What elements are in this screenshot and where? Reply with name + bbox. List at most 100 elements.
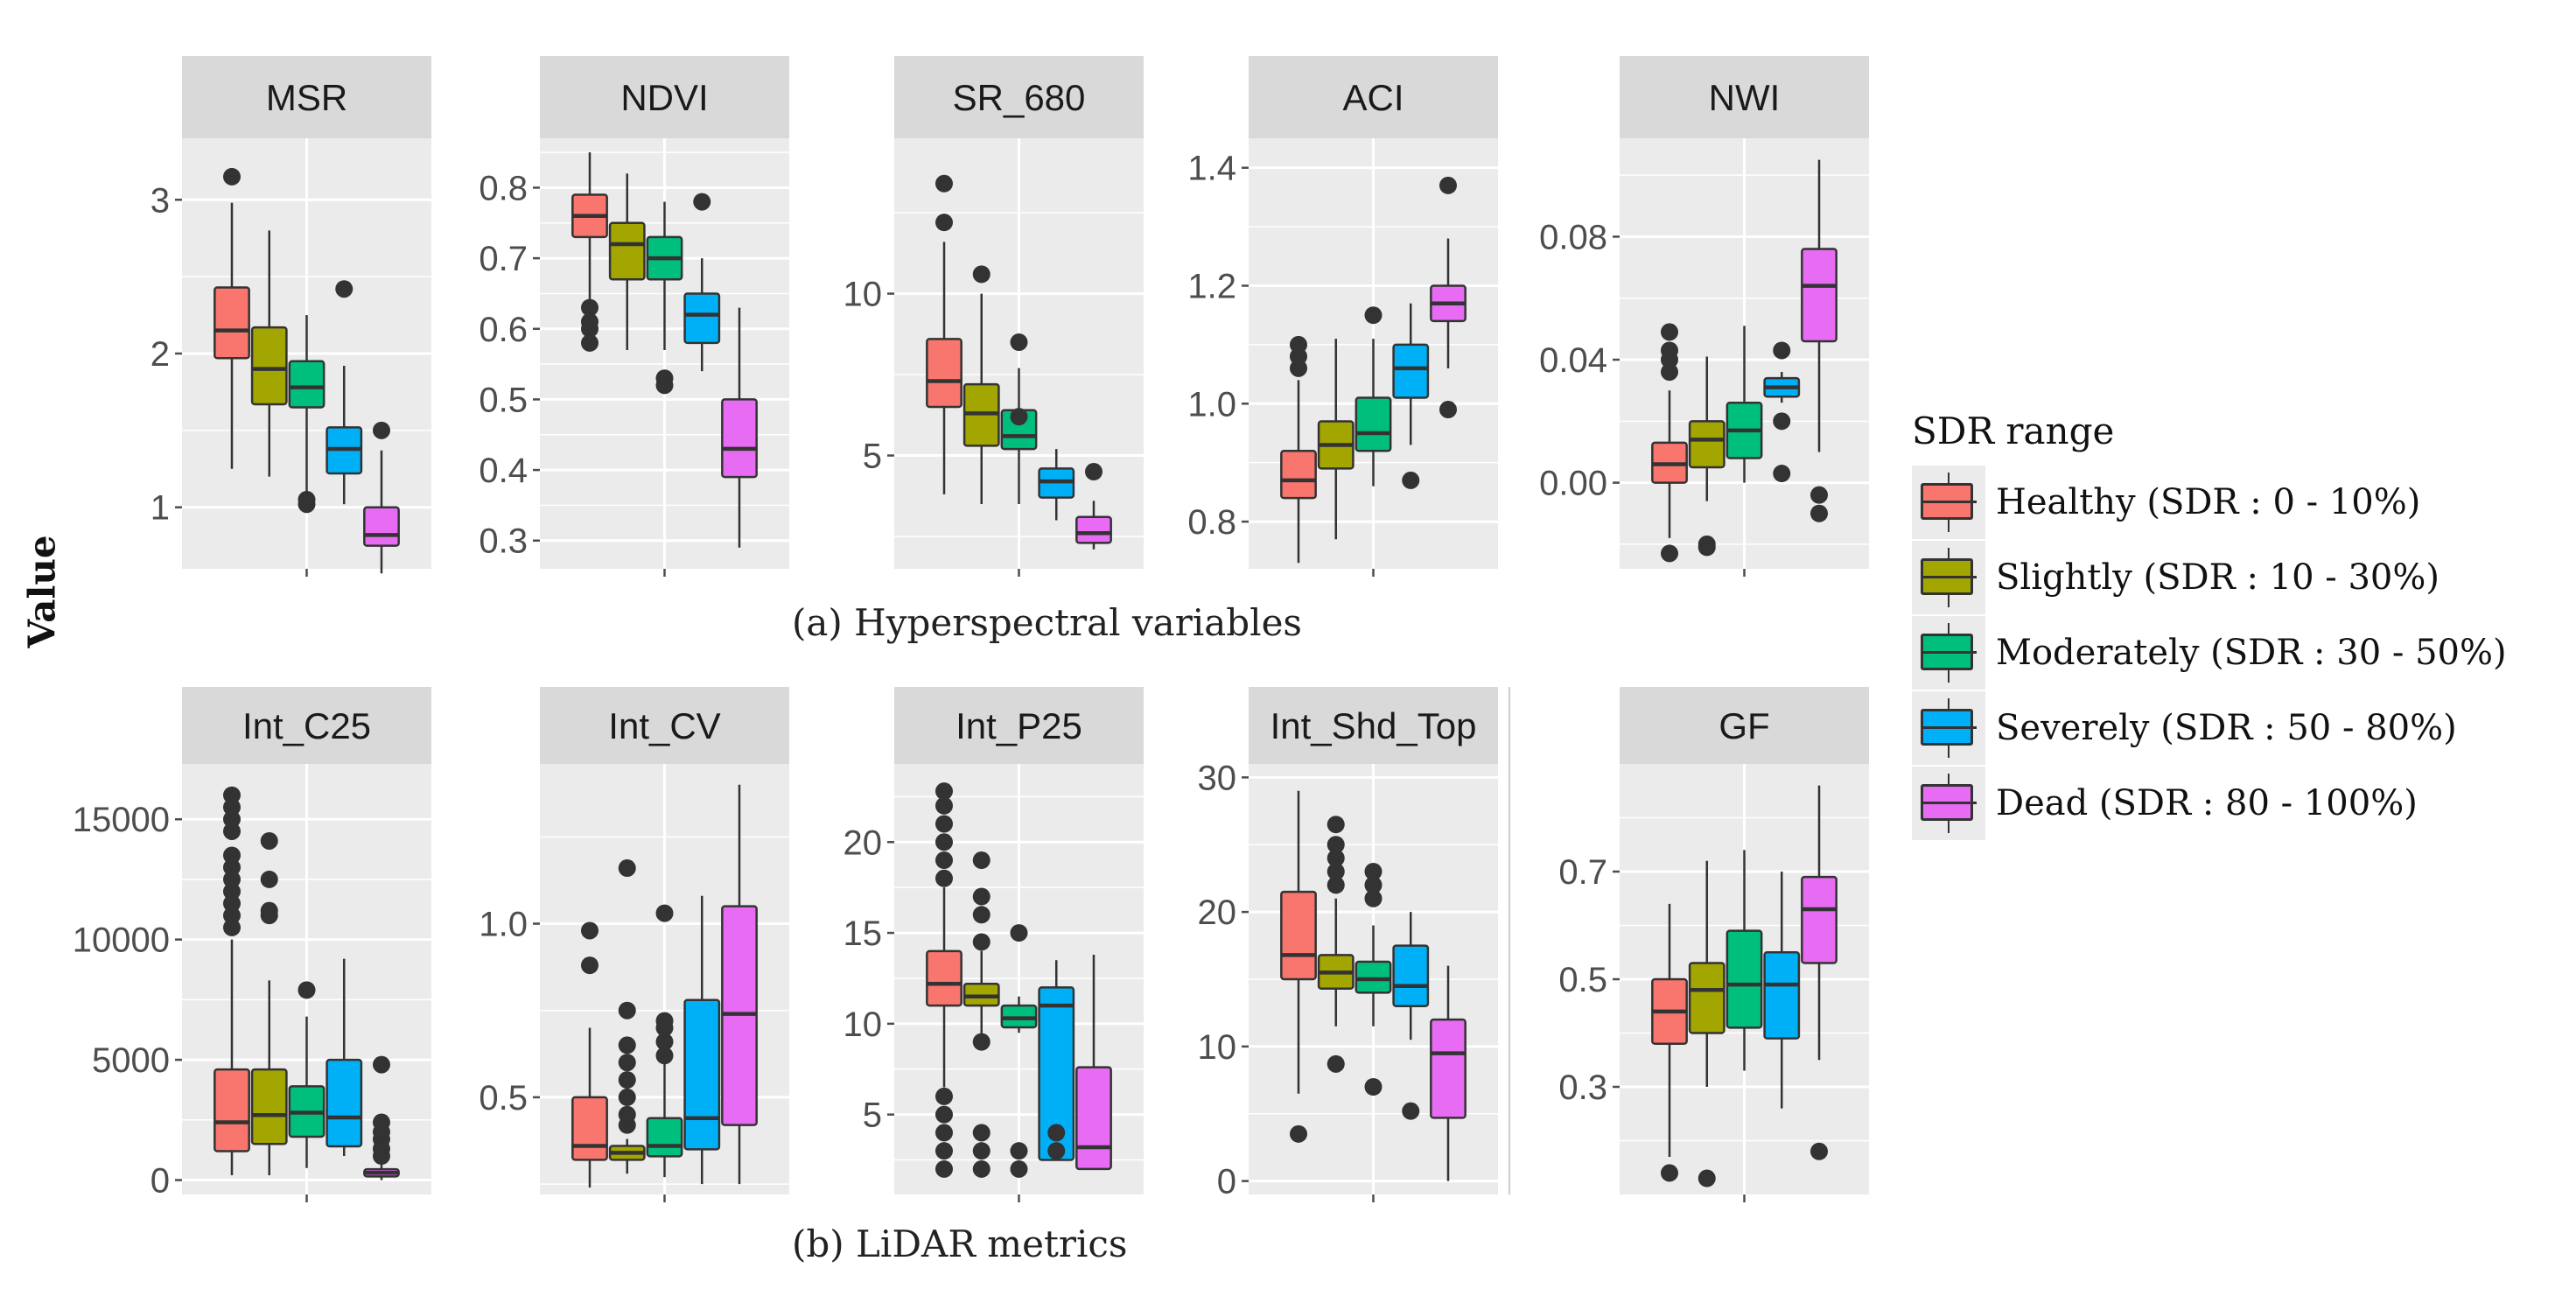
y-tick-label: 1.0 — [1187, 385, 1236, 424]
outlier-point — [655, 1033, 674, 1051]
outlier-point — [1290, 1124, 1307, 1143]
box-severely — [1763, 951, 1801, 1040]
outlier-point — [373, 1113, 390, 1131]
facet-strip — [1620, 56, 1869, 138]
outlier-point — [1326, 836, 1345, 854]
outlier-point — [935, 815, 953, 833]
outlier-point — [223, 870, 241, 888]
box-severely — [683, 292, 721, 345]
y-tick-label: 5000 — [92, 1041, 170, 1080]
box-dead — [1801, 875, 1838, 964]
box-slightly — [1688, 962, 1726, 1034]
legend-label: Slightly (SDR : 10 - 30%) — [1996, 557, 2440, 598]
y-tick-label: 1 — [150, 489, 170, 528]
outlier-point — [693, 193, 711, 211]
outlier-point — [1010, 924, 1028, 942]
outlier-point — [1326, 876, 1345, 894]
box-moderately — [646, 1117, 683, 1158]
outlier-point — [1810, 486, 1828, 504]
outlier-point — [1010, 408, 1028, 426]
caption-lidar: (b) LiDAR metrics — [792, 1222, 1128, 1265]
legend-key — [1912, 541, 1985, 614]
box-severely — [1392, 944, 1430, 1007]
y-tick-label: 0 — [1217, 1163, 1236, 1201]
outlier-point — [655, 904, 674, 922]
outlier-point — [618, 859, 636, 878]
outlier-point — [1326, 1054, 1345, 1073]
legend: SDR range Healthy (SDR : 0 - 10%) Slightl… — [1912, 410, 2507, 841]
y-tick-label: 0.08 — [1539, 218, 1607, 256]
facet-strip — [1620, 687, 1869, 764]
legend-label: Severely (SDR : 50 - 80%) — [1996, 708, 2457, 748]
box-healthy — [926, 949, 962, 1007]
outlier-point — [1364, 306, 1382, 325]
outlier-point — [1010, 1159, 1028, 1178]
outlier-point — [1661, 1164, 1678, 1182]
facet-panel: NDVI 0.3 0.4 0.5 0.6 0.7 0.8 — [479, 56, 789, 577]
outlier-point — [935, 1159, 953, 1178]
outlier-point — [972, 933, 990, 951]
outlier-point — [618, 1088, 636, 1106]
outlier-point — [1661, 544, 1678, 563]
outlier-point — [1364, 876, 1382, 894]
facet-strip — [182, 687, 431, 764]
y-tick-label: 20 — [844, 823, 883, 862]
outlier-point — [1326, 849, 1345, 867]
legend-key — [1912, 691, 1985, 765]
outlier-point — [298, 495, 316, 514]
outlier-point — [223, 858, 241, 877]
facet-title: GF — [1718, 705, 1769, 746]
y-tick-label: 15 — [844, 914, 883, 953]
caption-hyperspectral: (a) Hyperspectral variables — [792, 601, 1302, 644]
y-tick-label: 10 — [1198, 1028, 1237, 1067]
outlier-point — [223, 882, 241, 900]
legend-item: Dead (SDR : 80 - 100%) — [1912, 766, 2507, 841]
box-dead — [1430, 1018, 1466, 1119]
box-healthy — [214, 286, 250, 360]
facet-panel: Int_Shd_Top 0 10 20 30 — [1198, 687, 1498, 1202]
facet-title: MSR — [266, 77, 347, 118]
outlier-point — [223, 786, 241, 804]
outlier-point — [1773, 412, 1791, 431]
y-tick-label: 1.2 — [1187, 267, 1236, 305]
outlier-point — [935, 174, 953, 193]
facet-title: Int_C25 — [242, 705, 371, 746]
outlier-point — [972, 887, 990, 906]
facet-strip — [182, 56, 431, 138]
outlier-point — [1085, 463, 1102, 481]
y-tick-label: 0.3 — [479, 522, 528, 561]
y-tick-label: 1.4 — [1187, 150, 1236, 188]
legend-title: SDR range — [1912, 410, 2115, 452]
outlier-point — [935, 1105, 953, 1124]
outlier-point — [223, 907, 241, 925]
y-tick-label: 0.5 — [479, 381, 528, 419]
outlier-point — [1402, 471, 1420, 489]
outlier-point — [1364, 1078, 1382, 1096]
outlier-point — [1010, 333, 1028, 352]
box-dead — [721, 398, 758, 479]
box-severely — [1392, 343, 1430, 399]
outlier-point — [618, 1105, 636, 1124]
facet-strip — [894, 56, 1144, 138]
outlier-point — [1402, 1102, 1420, 1120]
outlier-point — [935, 214, 953, 232]
box-moderately — [1354, 960, 1392, 994]
y-tick-label: 10 — [844, 276, 883, 314]
outlier-point — [935, 782, 953, 801]
outlier-point — [1047, 1142, 1066, 1160]
y-tick-label: 0 — [150, 1162, 170, 1201]
facet-panel: Int_CV 0.5 1.0 — [479, 687, 789, 1202]
outlier-point — [1326, 816, 1345, 834]
outlier-point — [581, 956, 598, 975]
outlier-point — [1364, 889, 1382, 907]
legend-key — [1912, 767, 1985, 840]
outlier-point — [972, 1159, 990, 1178]
y-tick-label: 20 — [1198, 893, 1237, 932]
outlier-point — [618, 1054, 636, 1072]
outlier-point — [655, 376, 674, 395]
outlier-point — [935, 851, 953, 870]
outlier-point — [223, 167, 241, 186]
facet-title: NWI — [1709, 77, 1781, 118]
outlier-point — [1810, 504, 1828, 522]
box-healthy — [1280, 449, 1317, 500]
